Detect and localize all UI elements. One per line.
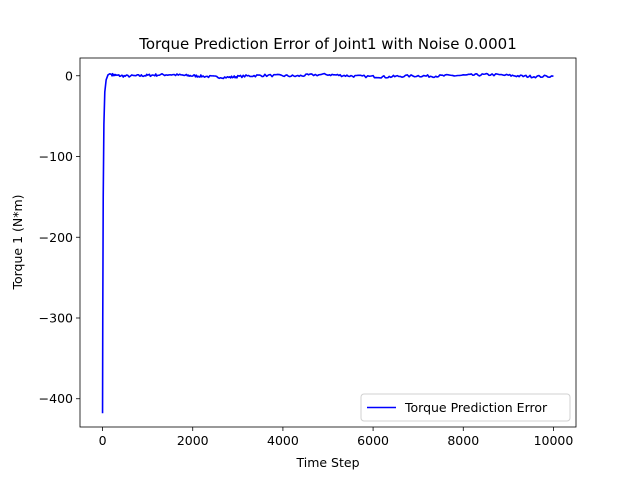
x-tick-label: 6000: [357, 433, 389, 448]
y-axis-label: Torque 1 (N*m): [10, 194, 25, 290]
x-axis: 0 2000 4000 6000 8000 10000: [99, 427, 574, 448]
plot-area: [101, 72, 554, 414]
x-axis-label: Time Step: [295, 455, 359, 470]
plot-frame: [79, 57, 577, 428]
x-tick-label: 0: [99, 433, 107, 448]
y-axis: 0 −100 −200 −300 −400: [39, 68, 80, 406]
series-line: [101, 72, 554, 414]
legend-box: [360, 393, 571, 422]
y-tick-label: −100: [39, 149, 73, 164]
x-tick-label: 2000: [177, 433, 209, 448]
x-tick-label: 10000: [534, 433, 574, 448]
y-tick-label: 0: [65, 68, 73, 83]
legend: Torque Prediction Error: [360, 393, 571, 422]
legend-label: Torque Prediction Error: [404, 400, 548, 415]
x-tick-label: 8000: [447, 433, 479, 448]
y-tick-label: −400: [39, 391, 73, 406]
y-tick-label: −200: [39, 230, 73, 245]
chart-title: Torque Prediction Error of Joint1 with N…: [138, 35, 516, 53]
x-tick-label: 4000: [267, 433, 299, 448]
y-tick-label: −300: [39, 310, 73, 325]
